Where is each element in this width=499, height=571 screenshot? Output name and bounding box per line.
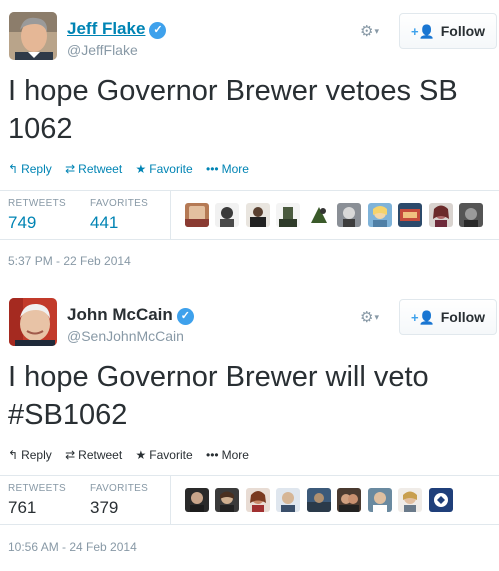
author-handle[interactable]: @SenJohnMcCain xyxy=(67,328,184,344)
favorites-stat[interactable]: FAVORITES 379 xyxy=(90,483,148,518)
favoriter-avatar[interactable] xyxy=(215,203,240,227)
favorites-count: 441 xyxy=(90,213,119,232)
retweet-icon: ⇄ xyxy=(65,162,76,176)
follow-label: Follow xyxy=(440,309,486,325)
follow-button[interactable]: +👤 Follow xyxy=(399,299,497,335)
favoriter-avatar[interactable] xyxy=(245,488,270,512)
add-user-icon: +👤 xyxy=(410,310,435,325)
more-dots-icon: ••• xyxy=(206,162,219,176)
more-dots-icon: ••• xyxy=(206,448,219,462)
favorite-button[interactable]: ★ Favorite xyxy=(135,448,193,462)
retweets-label: RETWEETS xyxy=(8,483,66,494)
favoriter-avatar[interactable] xyxy=(306,203,331,227)
more-button[interactable]: ••• More xyxy=(206,448,249,462)
star-icon: ★ xyxy=(135,448,147,462)
tweet-text: I hope Governor Brewer vetoes SB 1062 xyxy=(8,75,458,145)
tweet-timestamp[interactable]: 10:56 AM - 24 Feb 2014 xyxy=(8,540,137,554)
favoriter-avatar[interactable] xyxy=(428,203,453,227)
reply-icon: ↰ xyxy=(8,162,19,176)
tweet-timestamp[interactable]: 5:37 PM - 22 Feb 2014 xyxy=(8,254,131,268)
favoriter-avatar[interactable] xyxy=(398,203,423,227)
stats-divider xyxy=(170,191,171,239)
reply-button[interactable]: ↰ Reply xyxy=(8,162,52,176)
favorite-button[interactable]: ★ Favorite xyxy=(135,162,193,176)
retweets-stat[interactable]: RETWEETS 749 xyxy=(8,198,66,233)
favoriter-avatar[interactable] xyxy=(367,488,392,512)
retweets-count: 749 xyxy=(8,213,37,232)
reply-button[interactable]: ↰ Reply xyxy=(8,448,52,462)
stats-divider xyxy=(170,476,171,524)
retweets-label: RETWEETS xyxy=(8,198,66,209)
favorites-label: FAVORITES xyxy=(90,483,149,494)
verified-badge-icon: ✓ xyxy=(176,308,194,325)
favoriter-avatar[interactable] xyxy=(276,203,301,227)
tweet-text: I hope Governor Brewer will veto #SB1062 xyxy=(8,361,429,431)
favorites-stat[interactable]: FAVORITES 441 xyxy=(90,198,148,233)
retweet-button[interactable]: ⇄ Retweet xyxy=(65,448,123,462)
favoriter-avatars xyxy=(185,203,485,227)
favoriter-avatar[interactable] xyxy=(459,203,484,227)
favoriter-avatar[interactable] xyxy=(215,488,240,512)
chevron-down-icon: ▾ xyxy=(374,26,379,36)
follow-button[interactable]: +👤 Follow xyxy=(399,13,497,49)
favoriter-avatar[interactable] xyxy=(185,488,209,512)
tweet-actions: ↰ Reply ⇄ Retweet ★ Favorite ••• More xyxy=(8,448,259,466)
add-user-icon: +👤 xyxy=(410,24,435,39)
tweet-card: John McCain ✓ @SenJohnMcCain ⚙▾ +👤 Follow … xyxy=(0,286,499,571)
favorites-label: FAVORITES xyxy=(90,198,149,209)
gear-icon: ⚙ xyxy=(360,23,374,40)
favoriter-avatar[interactable] xyxy=(306,488,331,512)
retweets-stat[interactable]: RETWEETS 761 xyxy=(8,483,66,518)
favoriter-avatar[interactable] xyxy=(398,488,423,512)
retweets-count: 761 xyxy=(8,498,37,517)
avatar[interactable] xyxy=(9,12,57,60)
tweet-stats: RETWEETS 749 FAVORITES 441 xyxy=(0,190,499,240)
reply-icon: ↰ xyxy=(8,448,19,462)
star-icon: ★ xyxy=(135,162,147,176)
gear-menu-button[interactable]: ⚙▾ xyxy=(360,20,392,42)
tweet-stats: RETWEETS 761 FAVORITES 379 xyxy=(0,475,499,525)
favoriter-avatar[interactable] xyxy=(337,488,362,512)
avatar[interactable] xyxy=(9,298,57,346)
tweet-card: Jeff Flake ✓ @JeffFlake ⚙▾ +👤 Follow I hop… xyxy=(0,12,499,268)
favorites-count: 379 xyxy=(90,498,119,517)
chevron-down-icon: ▾ xyxy=(374,312,379,322)
favoriter-avatar[interactable] xyxy=(185,203,209,227)
author-name[interactable]: Jeff Flake ✓ xyxy=(67,19,167,39)
gear-menu-button[interactable]: ⚙▾ xyxy=(360,306,392,328)
tweet-actions: ↰ Reply ⇄ Retweet ★ Favorite ••• More xyxy=(8,162,259,180)
favoriter-avatar[interactable] xyxy=(337,203,362,227)
favoriter-avatars xyxy=(185,488,455,512)
author-handle[interactable]: @JeffFlake xyxy=(67,42,138,58)
more-button[interactable]: ••• More xyxy=(206,162,249,176)
retweet-icon: ⇄ xyxy=(65,448,76,462)
retweet-button[interactable]: ⇄ Retweet xyxy=(65,162,123,176)
favoriter-avatar[interactable] xyxy=(428,488,453,512)
follow-label: Follow xyxy=(440,23,486,39)
favoriter-avatar[interactable] xyxy=(367,203,392,227)
favoriter-avatar[interactable] xyxy=(276,488,301,512)
verified-badge-icon: ✓ xyxy=(149,22,167,39)
gear-icon: ⚙ xyxy=(360,309,374,326)
author-name[interactable]: John McCain ✓ xyxy=(67,305,194,325)
favoriter-avatar[interactable] xyxy=(245,203,270,227)
